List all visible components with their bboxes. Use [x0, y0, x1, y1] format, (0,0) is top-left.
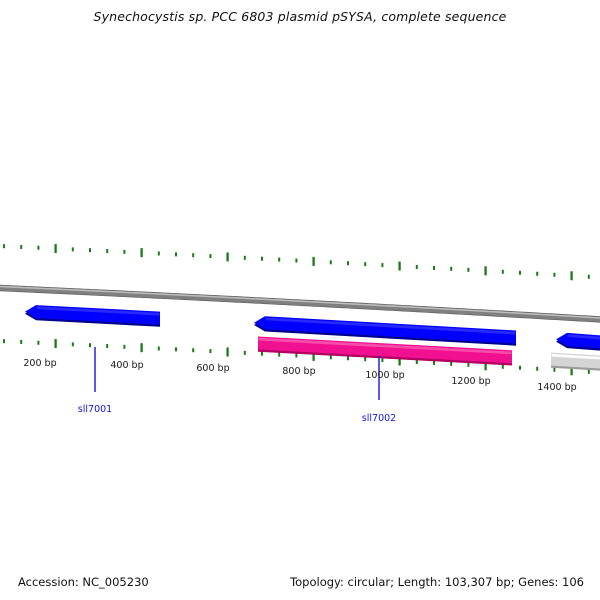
backbone-highlight: [0, 285, 600, 319]
feature-edge-misc[interactable]: [551, 352, 600, 371]
ruler-label: 1400 bp: [537, 382, 577, 393]
ruler-label: 1000 bp: [365, 370, 405, 381]
ruler-label: 1200 bp: [451, 376, 491, 387]
backbone-body: [0, 285, 600, 323]
gene-label-sll7001[interactable]: sll7001: [77, 404, 113, 415]
feature-edge-cds[interactable]: [556, 332, 600, 351]
feature-highlight: [258, 337, 512, 355]
feature-rna-region[interactable]: [258, 336, 512, 366]
ruler-label: 200 bp: [23, 358, 57, 369]
ruler-label: 400 bp: [110, 360, 144, 371]
gene-label-sll7002[interactable]: sll7002: [361, 413, 397, 424]
feature-highlight: [265, 317, 516, 335]
genome-backbone: [0, 284, 600, 323]
ruler-label: 600 bp: [196, 363, 230, 374]
genome-summary-text: Topology: circular; Length: 103,307 bp; …: [290, 575, 584, 589]
feature-highlight: [36, 306, 160, 316]
feature-sll7001[interactable]: [25, 305, 160, 327]
feature-highlight: [551, 353, 600, 360]
ruler-ticks-top: [3, 244, 590, 281]
ruler-label: 800 bp: [282, 366, 316, 377]
ruler-ticks-bottom: [3, 339, 590, 376]
feature-highlight: [567, 334, 600, 340]
accession-text: Accession: NC_005230: [18, 575, 149, 589]
page-title: Synechocystis sp. PCC 6803 plasmid pSYSA…: [93, 9, 507, 24]
feature-sll7002[interactable]: [254, 316, 516, 346]
